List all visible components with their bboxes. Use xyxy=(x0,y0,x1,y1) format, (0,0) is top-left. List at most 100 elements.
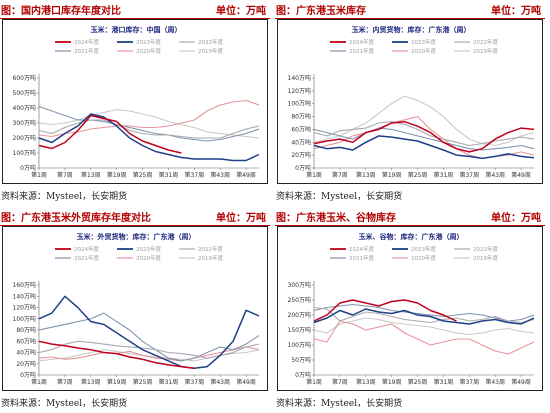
panel-guangdong-foreign: 图：广东港玉米外贸库存年度对比 单位：万吨 玉米：外贸货物：库存：广东港（周） 2… xyxy=(0,207,275,413)
legend-label: 2022年度 xyxy=(198,245,223,253)
x-tick-label: 第43周 xyxy=(485,378,505,386)
legend-label: 2024年度 xyxy=(74,245,99,253)
x-tick-label: 第43周 xyxy=(210,171,230,179)
panel-port-inventory: 图：国内港口库存年度对比 单位：万吨 玉米：港口库存：中国（周） 2024年度 20… xyxy=(0,0,275,206)
x-tick-label: 第19周 xyxy=(382,171,402,179)
x-tick-label: 第7周 xyxy=(57,378,73,386)
legend-label: 2023年度 xyxy=(136,38,161,46)
x-tick-label: 第7周 xyxy=(332,171,348,179)
legend-label: 2021年度 xyxy=(74,47,99,55)
legend-label: 2021年度 xyxy=(349,254,374,262)
y-tick-label: 80万吨 xyxy=(291,113,311,121)
unit-label: 单位：万吨 xyxy=(491,6,541,17)
series-line xyxy=(38,340,195,370)
y-tick-label: 200万吨 xyxy=(288,311,311,319)
y-tick-label: 100万吨 xyxy=(13,149,36,157)
series-line xyxy=(313,127,535,151)
y-tick-label: 100万吨 xyxy=(288,100,311,108)
legend-label: 2023年度 xyxy=(411,38,436,46)
series-line xyxy=(38,295,260,370)
panel-header: 图：广东港玉米库存 单位：万吨 xyxy=(275,0,545,19)
x-tick-label: 第43周 xyxy=(210,378,230,386)
series-line xyxy=(313,308,535,325)
y-tick-label: 120万吨 xyxy=(288,87,311,95)
x-tick-label: 第13周 xyxy=(356,171,376,179)
series-line xyxy=(313,95,535,147)
y-tick-label: 500万吨 xyxy=(13,89,36,97)
series-line xyxy=(313,135,535,160)
x-tick-label: 第31周 xyxy=(434,171,454,179)
y-tick-label: 600万吨 xyxy=(13,74,36,82)
series-line xyxy=(313,299,457,322)
legend-label: 2020年度 xyxy=(411,47,436,55)
panel-title: 图：广东港玉米外贸库存年度对比 xyxy=(1,213,151,224)
legend-label: 2023年度 xyxy=(411,245,436,253)
chart-title: 玉米、谷物：库存：广东港（周） xyxy=(359,232,464,241)
y-tick-label: 20万吨 xyxy=(291,151,311,159)
series-line xyxy=(38,119,260,139)
y-tick-label: 150万吨 xyxy=(288,326,311,334)
x-tick-label: 第37周 xyxy=(184,171,204,179)
x-tick-label: 第13周 xyxy=(81,171,101,179)
x-tick-label: 第37周 xyxy=(459,378,479,386)
x-tick-label: 第25周 xyxy=(408,378,428,386)
legend-label: 2024年度 xyxy=(349,38,374,46)
panel-header: 图：广东港玉米、谷物库存 单位：万吨 xyxy=(275,207,545,226)
panel-guangdong-grain: 图：广东港玉米、谷物库存 单位：万吨 玉米、谷物：库存：广东港（周） 2024年度… xyxy=(275,207,550,413)
chart-title: 玉米：港口库存：中国（周） xyxy=(91,25,182,34)
series-line xyxy=(313,121,535,147)
x-tick-label: 第19周 xyxy=(107,171,127,179)
y-tick-label: 400万吨 xyxy=(13,104,36,112)
x-tick-label: 第49周 xyxy=(511,378,531,386)
y-tick-label: 50万吨 xyxy=(291,356,311,364)
series-line xyxy=(38,105,260,142)
x-tick-label: 第49周 xyxy=(511,171,531,179)
legend-label: 2021年度 xyxy=(74,254,99,262)
x-tick-label: 第13周 xyxy=(356,378,376,386)
y-tick-label: 200万吨 xyxy=(13,134,36,142)
series-line xyxy=(38,108,260,139)
y-tick-label: 250万吨 xyxy=(288,296,311,304)
legend-label: 2024年度 xyxy=(74,38,99,46)
x-tick-label: 第49周 xyxy=(236,171,256,179)
chart-frame: 玉米、谷物：库存：广东港（周） 2024年度 2023年度 2022年度 2021年度 2… xyxy=(277,226,543,391)
source-note: 资料来源：Mysteel，长安期货 xyxy=(1,192,128,202)
y-tick-label: 0万吨 xyxy=(20,164,36,172)
y-tick-label: 40万吨 xyxy=(291,138,311,146)
x-tick-label: 第31周 xyxy=(159,171,179,179)
legend-label: 2022年度 xyxy=(473,245,498,253)
chart-title: 玉米：内贸货物：库存：广东港（周） xyxy=(352,25,471,34)
legend-label: 2023年度 xyxy=(136,245,161,253)
legend-label: 2020年度 xyxy=(411,254,436,262)
y-tick-label: 60万吨 xyxy=(16,337,36,345)
panel-title: 图：广东港玉米、谷物库存 xyxy=(276,213,396,224)
x-tick-label: 第13周 xyxy=(81,378,101,386)
x-tick-label: 第31周 xyxy=(159,378,179,386)
chart-frame: 玉米：内贸货物：库存：广东港（周） 2024年度 2023年度 2022年度 2021年… xyxy=(277,19,543,184)
panel-header: 图：广东港玉米外贸库存年度对比 单位：万吨 xyxy=(0,207,270,226)
y-tick-label: 0万吨 xyxy=(295,164,311,172)
series-line xyxy=(313,120,535,153)
series-line xyxy=(38,312,260,362)
x-tick-label: 第25周 xyxy=(408,171,428,179)
series-line xyxy=(38,340,260,359)
y-tick-label: 120万吨 xyxy=(13,304,36,312)
panel-title: 图：广东港玉米库存 xyxy=(276,6,366,17)
y-tick-label: 140万吨 xyxy=(13,292,36,300)
x-tick-label: 第1周 xyxy=(306,378,322,386)
x-tick-label: 第25周 xyxy=(133,171,153,179)
x-tick-label: 第19周 xyxy=(107,378,127,386)
line-chart: 玉米：内贸货物：库存：广东港（周） 2024年度 2023年度 2022年度 2021年… xyxy=(288,25,535,179)
legend-label: 2022年度 xyxy=(473,38,498,46)
series-line xyxy=(313,320,535,355)
series-line xyxy=(313,303,535,322)
x-tick-label: 第1周 xyxy=(31,378,47,386)
y-tick-label: 0万吨 xyxy=(20,371,36,379)
x-tick-label: 第31周 xyxy=(434,378,454,386)
x-tick-label: 第1周 xyxy=(31,171,47,179)
legend-label: 2024年度 xyxy=(349,245,374,253)
line-chart: 玉米、谷物：库存：广东港（周） 2024年度 2023年度 2022年度 2021年度 2… xyxy=(288,232,535,386)
unit-label: 单位：万吨 xyxy=(216,213,266,224)
y-tick-label: 40万吨 xyxy=(16,349,36,357)
y-tick-label: 60万吨 xyxy=(291,125,311,133)
